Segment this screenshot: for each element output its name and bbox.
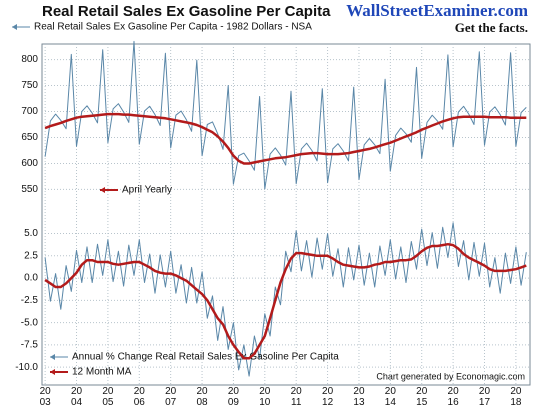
tagline: Get the facts.	[455, 20, 528, 35]
y-tick-label: -2.5	[21, 295, 39, 306]
x-tick-label: 20 11	[291, 386, 303, 408]
y-tick-label: 2.5	[24, 250, 38, 261]
y-tick-label: 550	[21, 184, 38, 195]
y-tick-label: 0.0	[24, 273, 38, 284]
x-tick-label: 20 18	[510, 386, 522, 408]
x-tick-label: 20 16	[448, 386, 460, 408]
chart-title: Real Retail Sales Ex Gasoline Per Capita	[42, 3, 331, 20]
y-tick-label: -10.0	[15, 362, 38, 373]
x-tick-label: 20 14	[385, 386, 397, 408]
data-line	[44, 242, 527, 360]
x-tick-label: 20 04	[71, 386, 83, 408]
x-tick-label: 20 05	[102, 386, 114, 408]
x-tick-label: 20 09	[228, 386, 240, 408]
credit: Chart generated by Economagic.com	[376, 371, 525, 381]
legend-label: 12 Month MA	[72, 367, 132, 378]
y-tick-label: 700	[21, 106, 38, 117]
legend-arrowhead	[100, 187, 105, 193]
x-tick-label: 20 10	[259, 386, 271, 408]
plot-frame	[41, 43, 531, 386]
legend-label: Annual % Change Real Retail Sales Ex Gas…	[72, 352, 339, 363]
legend-arrowhead	[50, 354, 55, 360]
y-tick-label: -5.0	[21, 317, 39, 328]
y-tick-label: -7.5	[21, 340, 39, 351]
legend-arrowhead	[50, 369, 55, 375]
y-tick-label: 800	[21, 54, 38, 65]
legend-label: April Yearly	[122, 185, 172, 196]
x-tick-label: 20 13	[353, 386, 365, 408]
y-tick-label: 5.0	[24, 228, 38, 239]
x-tick-label: 20 12	[322, 386, 334, 408]
x-tick-label: 20 08	[196, 386, 208, 408]
y-tick-label: 650	[21, 132, 38, 143]
x-tick-label: 20 03	[40, 386, 52, 408]
legend-arrowhead	[12, 24, 17, 30]
data-line	[44, 222, 527, 377]
y-tick-label: 750	[21, 80, 38, 91]
y-tick-label: 600	[21, 158, 38, 169]
data-line	[44, 112, 527, 165]
x-tick-label: 20 07	[165, 386, 177, 408]
legend-label: Real Retail Sales Ex Gasoline Per Capita…	[34, 22, 312, 33]
brand: WallStreetExaminer.com	[346, 1, 528, 20]
x-tick-label: 20 15	[416, 386, 428, 408]
x-tick-label: 20 17	[479, 386, 491, 408]
x-tick-label: 20 06	[134, 386, 146, 408]
